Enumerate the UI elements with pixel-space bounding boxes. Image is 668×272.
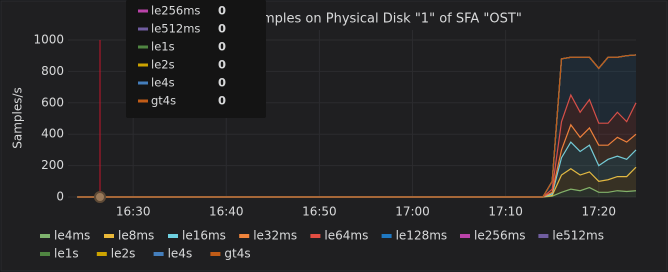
legend-label: le128ms [396, 229, 448, 243]
x-tick-label: 17:20 [581, 205, 616, 219]
x-tick-label: 17:10 [488, 205, 523, 219]
legend-label: le8ms [118, 229, 154, 243]
tooltip-value: 0 [218, 76, 226, 90]
y-tick-label: 0 [56, 190, 64, 204]
series-line [77, 54, 637, 198]
tooltip-name: le4s [151, 76, 175, 90]
legend-label: le4ms [54, 229, 90, 243]
tooltip: le256ms 0 le512ms 0 le1s 0 le2s 0 le4s 0 gt4s 0 [126, 0, 266, 118]
y-tick-label: 400 [41, 127, 64, 141]
y-tick-label: 200 [41, 158, 64, 172]
x-tick-label: 16:50 [302, 205, 337, 219]
legend: le4ms le8ms le16ms le32ms le64ms le128ms le256… [40, 229, 604, 261]
tooltip-value: 0 [218, 40, 226, 54]
tooltip-name: le1s [151, 40, 175, 54]
tooltip-name: le2s [151, 58, 175, 72]
tooltip-value: 0 [218, 58, 226, 72]
series-line [77, 186, 637, 198]
legend-label: le256ms [474, 229, 526, 243]
x-tick-label: 16:30 [116, 205, 151, 219]
series-line [77, 93, 637, 198]
series-area [77, 54, 637, 197]
series-line [77, 141, 637, 198]
series-line [77, 166, 637, 198]
tooltip-value: 0 [218, 4, 226, 18]
legend-label: gt4s [224, 247, 250, 261]
annotation-marker [94, 191, 106, 203]
legend-label: le4s [168, 247, 193, 261]
legend-label: le1s [54, 247, 79, 261]
series-area [77, 187, 637, 197]
y-tick-label: 800 [41, 64, 64, 78]
tooltip-box [126, 0, 266, 118]
legend-label: le16ms [182, 229, 226, 243]
x-tick-label: 16:40 [209, 205, 244, 219]
tooltip-value: 0 [218, 94, 226, 108]
y-tick-label: 1000 [33, 33, 64, 47]
legend-label: le32ms [253, 229, 297, 243]
chart-title: mples on Physical Disk "1" of SFA "OST" [262, 12, 522, 27]
tooltip-value: 0 [218, 22, 226, 36]
tooltip-name: gt4s [151, 94, 176, 108]
legend-label: le512ms [552, 229, 604, 243]
legend-label: le64ms [324, 229, 368, 243]
y-tick-label: 600 [41, 95, 64, 109]
tooltip-name: le256ms [151, 4, 200, 18]
legend-label: le2s [111, 247, 136, 261]
y-axis-label: Samples/s [11, 87, 25, 149]
tooltip-name: le512ms [151, 22, 200, 36]
series-line [77, 123, 637, 198]
x-tick-label: 17:00 [395, 205, 430, 219]
